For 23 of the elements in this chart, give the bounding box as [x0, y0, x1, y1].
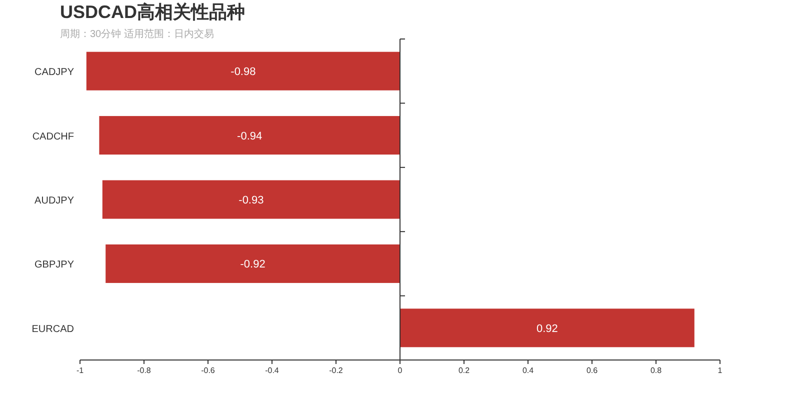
- x-tick-label: 1: [718, 366, 723, 375]
- y-tick-label: CADJPY: [34, 67, 74, 78]
- data-label: -0.92: [240, 258, 266, 271]
- y-tick-label: AUDJPY: [34, 196, 74, 206]
- y-tick-label: CADCHF: [32, 131, 74, 142]
- x-tick-label: 0: [398, 366, 403, 375]
- x-tick-label: 0.2: [458, 366, 470, 375]
- data-label: -0.94: [237, 130, 262, 142]
- x-tick-label: -0.6: [201, 366, 216, 375]
- chart-title: USDCAD高相关性品种: [60, 2, 246, 22]
- x-tick-label: -0.2: [329, 366, 344, 375]
- data-label: -0.93: [238, 194, 264, 206]
- x-tick-label: -0.4: [265, 366, 280, 375]
- y-tick-label: GBPJPY: [34, 260, 74, 271]
- x-tick-label: 0.8: [650, 366, 662, 375]
- x-tick-label: -0.8: [137, 366, 152, 375]
- x-tick-label: 0.6: [586, 366, 598, 375]
- data-label: 0.92: [536, 322, 558, 335]
- x-tick-label: -1: [76, 366, 84, 375]
- data-label: -0.98: [230, 66, 256, 78]
- y-tick-label: EURCAD: [32, 324, 74, 335]
- x-tick-label: 0.4: [522, 366, 534, 375]
- chart-subtitle: 周期：30分钟 适用范围：日内交易: [60, 28, 214, 40]
